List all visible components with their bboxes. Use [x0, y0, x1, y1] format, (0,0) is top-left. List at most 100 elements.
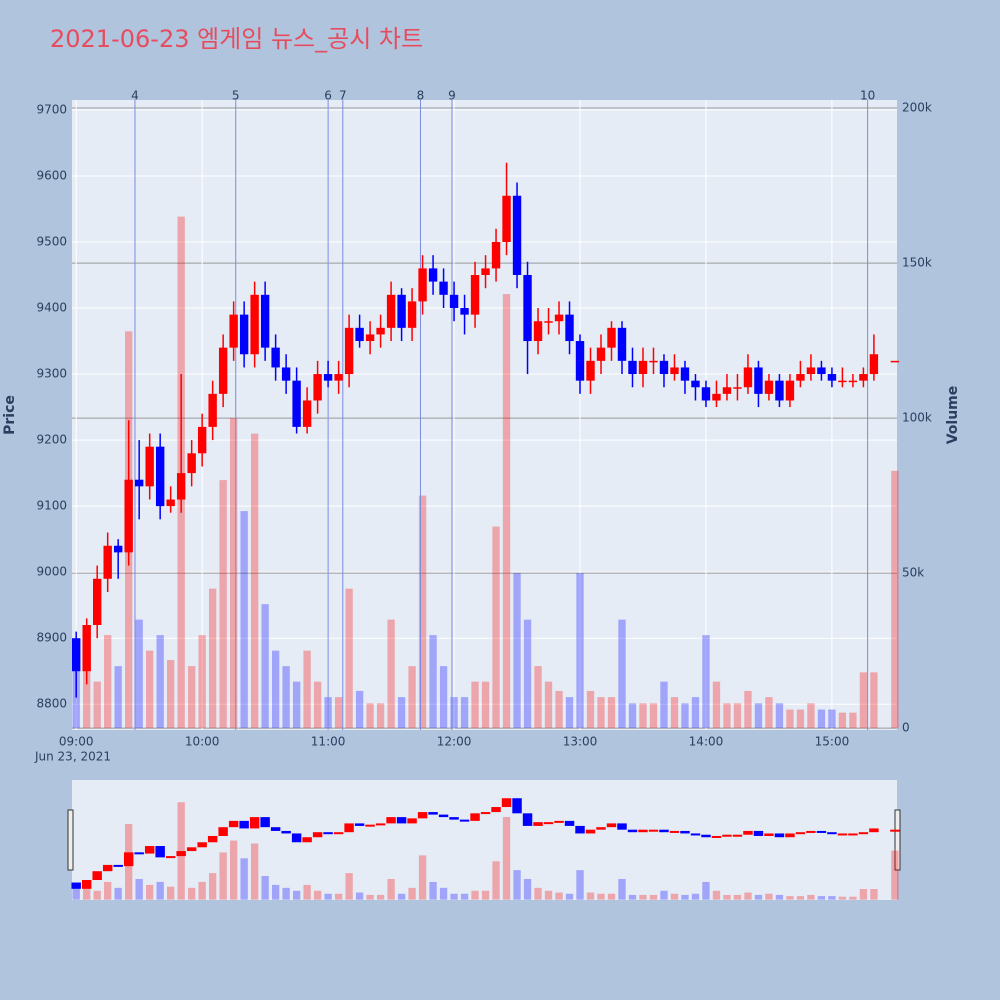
- mini-volume-bar: [208, 873, 217, 900]
- volume-bar: [513, 573, 521, 729]
- mini-candle-body: [816, 830, 827, 833]
- mini-volume-bar: [639, 894, 647, 900]
- mini-volume-bar: [786, 896, 794, 900]
- x-tick-label: 14:00: [689, 735, 724, 749]
- candle-body: [72, 638, 81, 672]
- candle-body: [250, 294, 259, 355]
- mini-volume-bar: [450, 893, 458, 900]
- mini-candle-body: [396, 817, 407, 824]
- volume-bar: [534, 666, 542, 729]
- mini-candle-body: [176, 851, 186, 857]
- mini-volume-bar: [870, 889, 878, 900]
- mini-candle-body: [270, 827, 281, 831]
- volume-bar: [649, 703, 658, 729]
- y2-tick-label: 50k: [902, 566, 924, 580]
- volume-bar: [607, 697, 616, 729]
- mini-volume-bar: [250, 843, 259, 900]
- candle-body: [544, 321, 553, 323]
- x-tick-label: 11:00: [311, 735, 346, 749]
- mini-volume-bar: [408, 887, 416, 900]
- candle-body: [649, 360, 658, 363]
- volume-bar: [723, 703, 731, 729]
- volume-bar: [691, 697, 700, 729]
- candle-body: [890, 360, 900, 363]
- candle-body: [124, 479, 133, 553]
- mini-volume-bar: [733, 894, 742, 900]
- volume-bar: [303, 650, 311, 729]
- range-handle[interactable]: [67, 809, 74, 871]
- volume-bar: [83, 650, 91, 729]
- mini-candle-body: [71, 882, 81, 889]
- range-slider[interactable]: [72, 780, 897, 900]
- mini-candle-body: [480, 812, 491, 815]
- mini-candle-body: [459, 819, 470, 822]
- mini-volume-bar: [366, 894, 374, 900]
- mini-candle-body: [312, 832, 323, 838]
- candle-body: [334, 374, 343, 381]
- candle-body: [733, 387, 742, 389]
- mini-candle-body: [554, 820, 564, 823]
- volume-bar: [849, 712, 857, 729]
- volume-bar: [429, 635, 437, 729]
- mini-candle-body: [533, 822, 543, 826]
- candle-body: [376, 327, 385, 335]
- candle-body: [512, 195, 522, 275]
- mini-volume-bar: [166, 886, 175, 900]
- volume-bar: [523, 619, 532, 729]
- mini-volume-bar: [83, 884, 91, 900]
- volume-bar: [156, 635, 164, 729]
- candle-body: [355, 327, 364, 342]
- news-label: 10: [860, 89, 875, 103]
- y-tick-label: 9500: [36, 234, 67, 248]
- volume-bar: [796, 709, 805, 729]
- candle-body: [197, 426, 207, 454]
- y-tick-label: 9100: [36, 499, 67, 513]
- candle-body: [407, 301, 417, 328]
- mini-candle-body: [774, 833, 785, 838]
- volume-bar: [387, 619, 395, 729]
- mini-candle-body: [207, 835, 218, 843]
- x-date-label: Jun 23, 2021: [34, 750, 111, 764]
- chart-title: 2021-06-23 엠게임 뉴스_공시 차트: [50, 25, 423, 53]
- candle-body: [260, 294, 270, 348]
- mini-candle-body: [407, 818, 417, 824]
- y-tick-label: 9400: [36, 301, 67, 315]
- y2-tick-label: 150k: [902, 256, 932, 270]
- mini-volume-bar: [607, 893, 616, 900]
- mini-candle-body: [522, 813, 533, 826]
- mini-candle-body: [92, 871, 102, 880]
- volume-bar: [219, 480, 227, 729]
- mini-candle-body: [501, 798, 512, 808]
- y2-tick-label: 100k: [902, 411, 932, 425]
- y-axis-title: Price: [2, 395, 18, 435]
- mini-candle-body: [669, 830, 680, 833]
- mini-candle-body: [144, 846, 155, 854]
- mini-candle-body: [585, 829, 596, 834]
- mini-volume-bar: [345, 873, 353, 900]
- candle-body: [817, 367, 826, 375]
- mini-volume-bar: [271, 884, 280, 900]
- mini-candle-body: [827, 832, 837, 835]
- mini-volume-bar: [376, 894, 385, 900]
- volume-bar: [208, 588, 217, 729]
- mini-volume-bar: [670, 893, 679, 900]
- candle-body: [680, 367, 690, 381]
- mini-volume-bar: [429, 881, 437, 900]
- candle-body: [712, 393, 721, 401]
- mini-candle-body: [795, 832, 806, 835]
- mini-volume-bar: [555, 892, 563, 900]
- mini-candle-body: [627, 829, 638, 833]
- mini-candle-body: [617, 823, 627, 830]
- candle-body: [82, 625, 91, 672]
- range-handle[interactable]: [894, 809, 901, 871]
- volume-bar: [786, 709, 794, 729]
- candle-body: [344, 327, 354, 375]
- volume-bar: [334, 697, 343, 729]
- candle-body: [701, 387, 711, 401]
- mini-volume-bar: [817, 896, 826, 900]
- mini-volume-bar: [292, 890, 301, 900]
- mini-candle-body: [837, 833, 848, 836]
- candle-body: [533, 321, 543, 342]
- mini-candle-body: [701, 834, 711, 838]
- candle-body: [617, 327, 627, 361]
